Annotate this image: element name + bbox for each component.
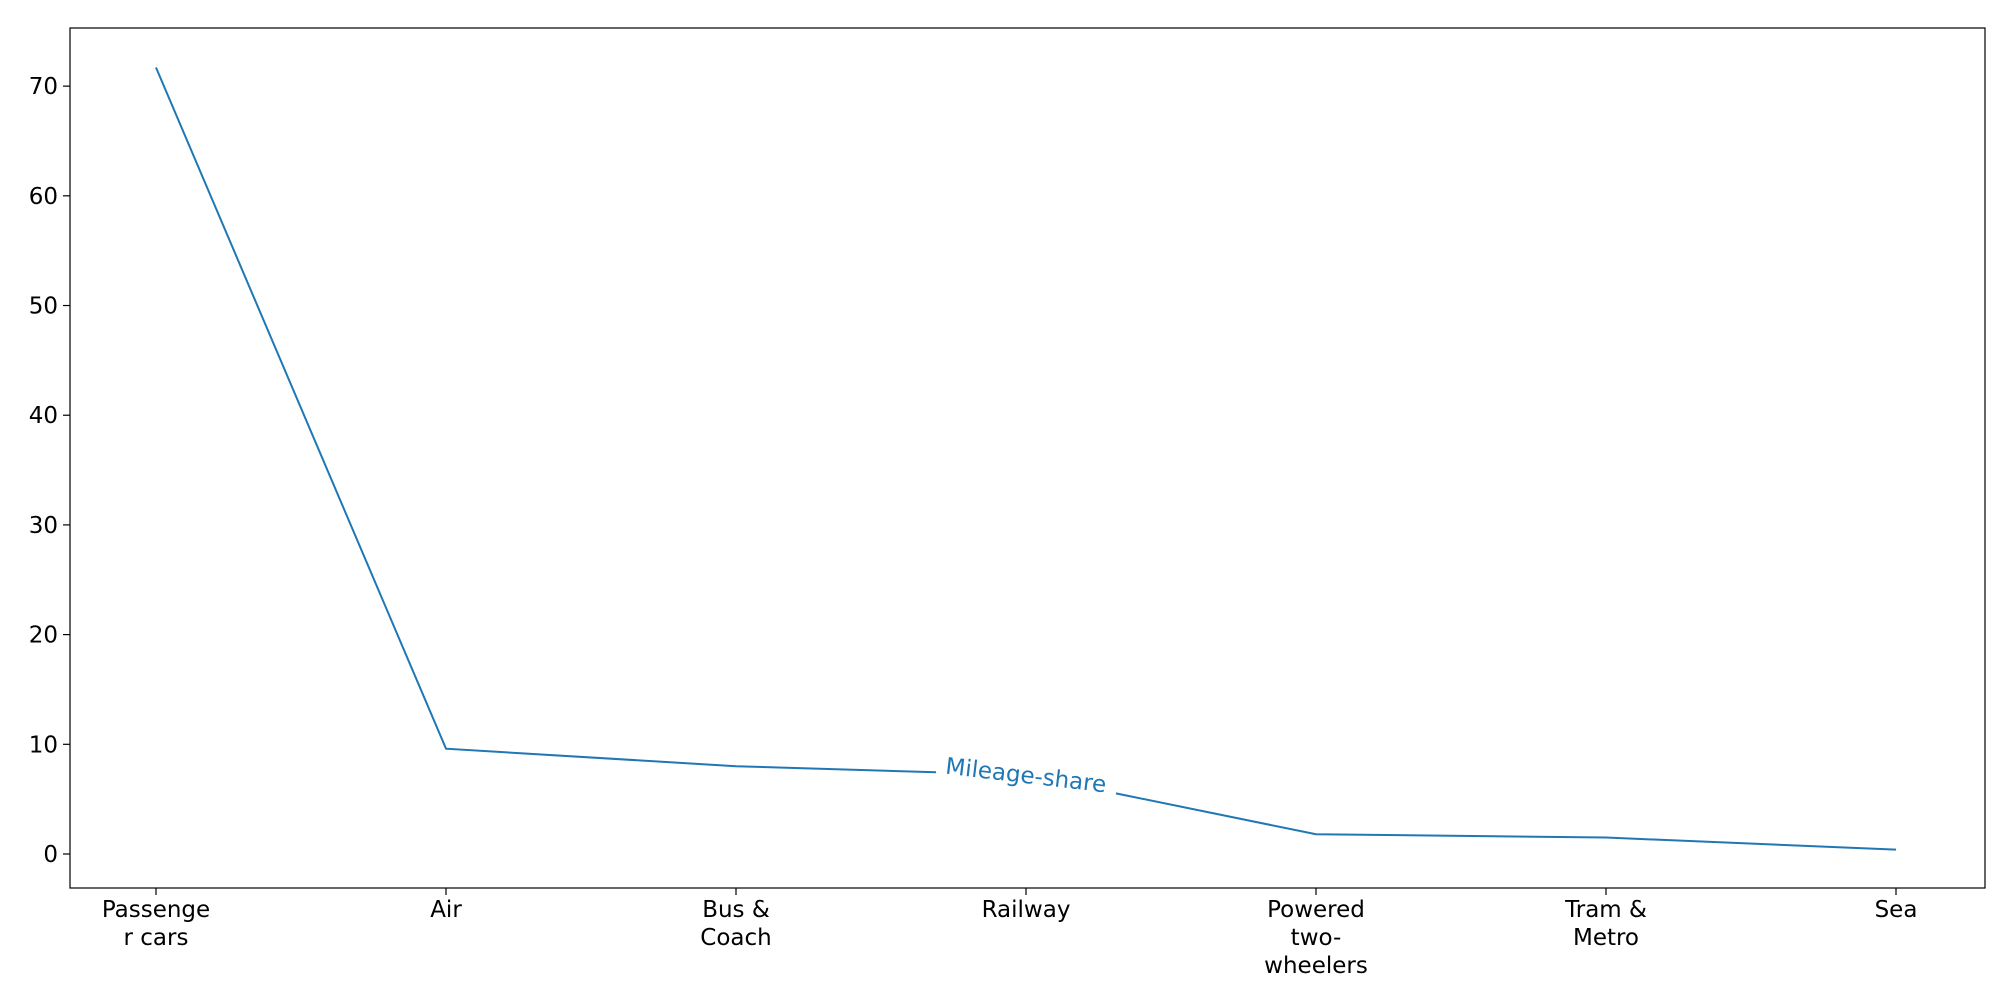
x-axis: Passenge r cars Air Bus & Coach Railway Powere… (102, 888, 1918, 979)
y-tick-label: 10 (29, 732, 58, 758)
y-tick-label: 40 (29, 403, 58, 429)
y-tick-label: 0 (43, 842, 58, 868)
x-tick-label: Railway (982, 897, 1071, 923)
series-line (1115, 792, 1897, 851)
x-tick-label: Air (430, 897, 462, 923)
x-tick-label: Powered two-wheelers (1264, 897, 1368, 979)
series-line (155, 67, 937, 774)
plot-area: Mileage-share (155, 67, 1897, 851)
x-tick-label: Tram & Metro (1564, 897, 1647, 951)
x-tick-label: Bus & Coach (700, 897, 771, 951)
y-tick-label: 30 (29, 513, 58, 539)
y-tick-label: 60 (29, 184, 58, 210)
axes-frame (69, 27, 1986, 889)
y-axis: 0 10 20 30 40 50 60 70 (29, 74, 70, 868)
x-tick-label: Sea (1875, 897, 1918, 923)
y-tick-label: 20 (29, 623, 58, 649)
y-tick-label: 70 (29, 74, 58, 100)
x-tick-label: Passenge r cars (102, 897, 210, 951)
y-tick-label: 50 (29, 294, 58, 320)
series-inline-label: Mileage-share (944, 754, 1108, 799)
